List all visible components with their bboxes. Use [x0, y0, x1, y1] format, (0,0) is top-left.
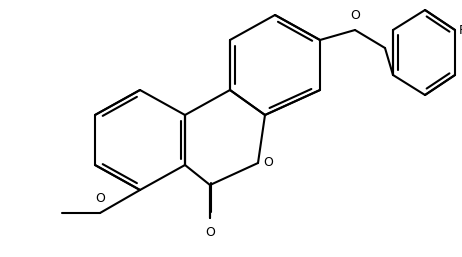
Text: F: F — [459, 23, 462, 36]
Text: O: O — [95, 192, 105, 205]
Text: O: O — [263, 157, 273, 170]
Text: O: O — [350, 9, 360, 22]
Text: O: O — [205, 226, 215, 239]
